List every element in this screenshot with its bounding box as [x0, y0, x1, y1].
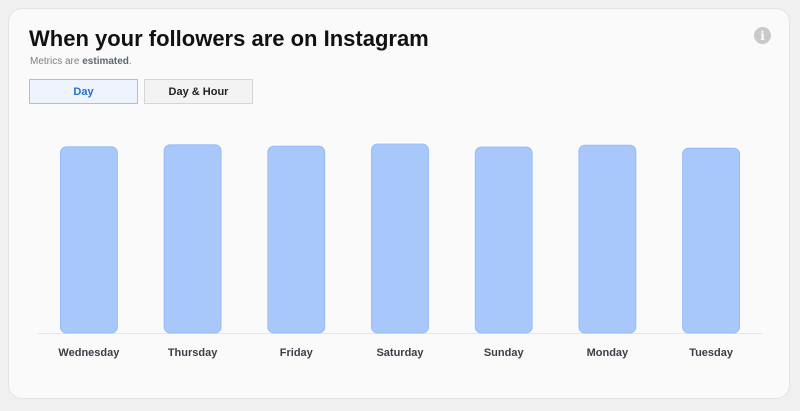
tab-day[interactable]: Day: [29, 79, 138, 104]
page-title: When your followers are on Instagram: [29, 26, 429, 51]
info-icon[interactable]: i: [754, 27, 771, 44]
x-tick-label-wednesday: Wednesday: [58, 347, 120, 359]
followers-activity-card: When your followers are on Instagram Met…: [8, 8, 790, 399]
metrics-note-prefix: Metrics are: [30, 56, 83, 67]
metrics-note-bold: estimated: [82, 56, 129, 67]
bar-tuesday[interactable]: [682, 147, 740, 334]
x-tick-label-saturday: Saturday: [376, 347, 424, 359]
metrics-note-suffix: .: [128, 56, 132, 67]
x-tick-label-monday: Monday: [587, 347, 629, 359]
bar-saturday[interactable]: [371, 143, 429, 334]
bar-chart: Wednesday Thursday Friday Saturday Sunday Mon…: [9, 9, 791, 400]
bar-friday[interactable]: [267, 145, 326, 334]
x-tick-label-tuesday: Tuesday: [689, 347, 734, 359]
x-tick-label-thursday: Thursday: [168, 347, 218, 359]
bar-thursday[interactable]: [163, 144, 222, 334]
metrics-note: Metrics are estimated.: [30, 56, 132, 67]
x-tick-label-friday: Friday: [280, 347, 314, 359]
bar-sunday[interactable]: [474, 146, 533, 334]
x-tick-label-sunday: Sunday: [484, 347, 525, 359]
bar-wednesday[interactable]: [60, 146, 118, 334]
bar-chart-svg: Wednesday Thursday Friday Saturday Sunday Mon…: [37, 143, 763, 359]
tab-day-and-hour[interactable]: Day & Hour: [144, 79, 253, 104]
bar-monday[interactable]: [578, 144, 637, 334]
